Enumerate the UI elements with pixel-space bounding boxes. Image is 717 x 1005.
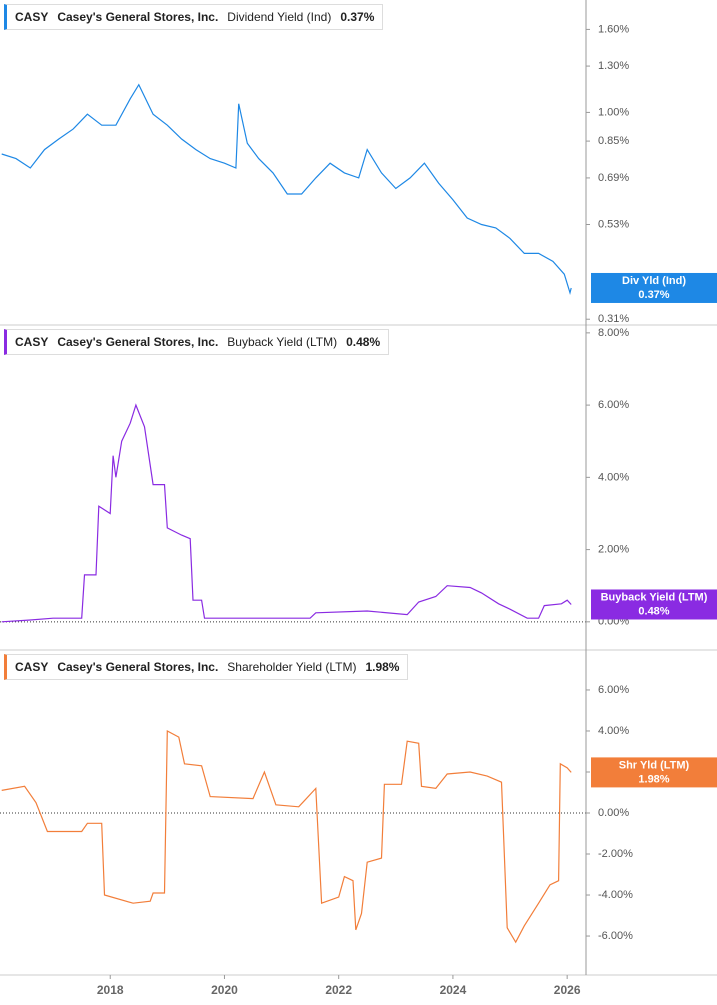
- x-tick-label: 2026: [554, 983, 581, 997]
- latest-value: 1.98%: [365, 660, 400, 674]
- y-tick-label: 6.00%: [598, 399, 629, 411]
- y-tick-label: 0.53%: [598, 218, 629, 230]
- y-tick-label: -2.00%: [598, 848, 633, 860]
- legend-header: CASY Casey's General Stores, Inc. Sharehol…: [4, 654, 409, 680]
- flag-label: Div Yld (Ind): [622, 275, 686, 287]
- x-tick-label: 2024: [440, 983, 467, 997]
- company: Casey's General Stores, Inc.: [57, 660, 219, 674]
- y-tick-label: 4.00%: [598, 471, 629, 483]
- ticker: CASY: [15, 10, 49, 24]
- x-tick-label: 2018: [97, 983, 124, 997]
- line: [1, 730, 572, 944]
- y-tick-label: 4.00%: [598, 725, 629, 737]
- value-flag: [591, 757, 717, 788]
- ticker: CASY: [15, 660, 49, 674]
- latest-value: 0.37%: [340, 10, 375, 24]
- company: Casey's General Stores, Inc.: [57, 335, 219, 349]
- ticker: CASY: [15, 335, 49, 349]
- y-tick-label: 8.00%: [598, 327, 629, 339]
- value-flag: [591, 589, 717, 620]
- company: Casey's General Stores, Inc.: [57, 10, 219, 24]
- flag-label: Shr Yld (LTM): [619, 759, 690, 771]
- line: [1, 403, 572, 623]
- y-tick-label: 1.30%: [598, 60, 629, 72]
- y-tick-label: 2.00%: [598, 543, 629, 555]
- y-tick-label: 1.00%: [598, 106, 629, 118]
- flag-value: 0.37%: [638, 289, 669, 301]
- x-tick-label: 2020: [211, 983, 238, 997]
- line: [1, 83, 572, 296]
- flag-value: 0.48%: [638, 605, 669, 617]
- y-tick-label: 0.69%: [598, 172, 629, 184]
- flag-value: 1.98%: [638, 773, 669, 785]
- y-tick-label: 6.00%: [598, 684, 629, 696]
- x-tick-label: 2022: [325, 983, 352, 997]
- legend-header: CASY Casey's General Stores, Inc. Buyback …: [4, 329, 390, 355]
- legend-header: CASY Casey's General Stores, Inc. Dividend…: [4, 4, 384, 30]
- y-tick-label: 1.60%: [598, 23, 629, 35]
- legend-entry: Shareholder Yield (LTM): [227, 660, 357, 674]
- flag-label: Buyback Yield (LTM): [601, 591, 708, 603]
- legend-entry: Buyback Yield (LTM): [227, 335, 338, 349]
- y-tick-label: -4.00%: [598, 889, 633, 901]
- value-flag: [591, 272, 717, 303]
- y-tick-label: 0.00%: [598, 807, 629, 819]
- legend-entry: Dividend Yield (Ind): [227, 10, 332, 24]
- y-tick-label: 0.31%: [598, 313, 629, 325]
- latest-value: 0.48%: [346, 335, 381, 349]
- y-tick-label: 0.85%: [598, 135, 629, 147]
- y-tick-label: -6.00%: [598, 930, 633, 942]
